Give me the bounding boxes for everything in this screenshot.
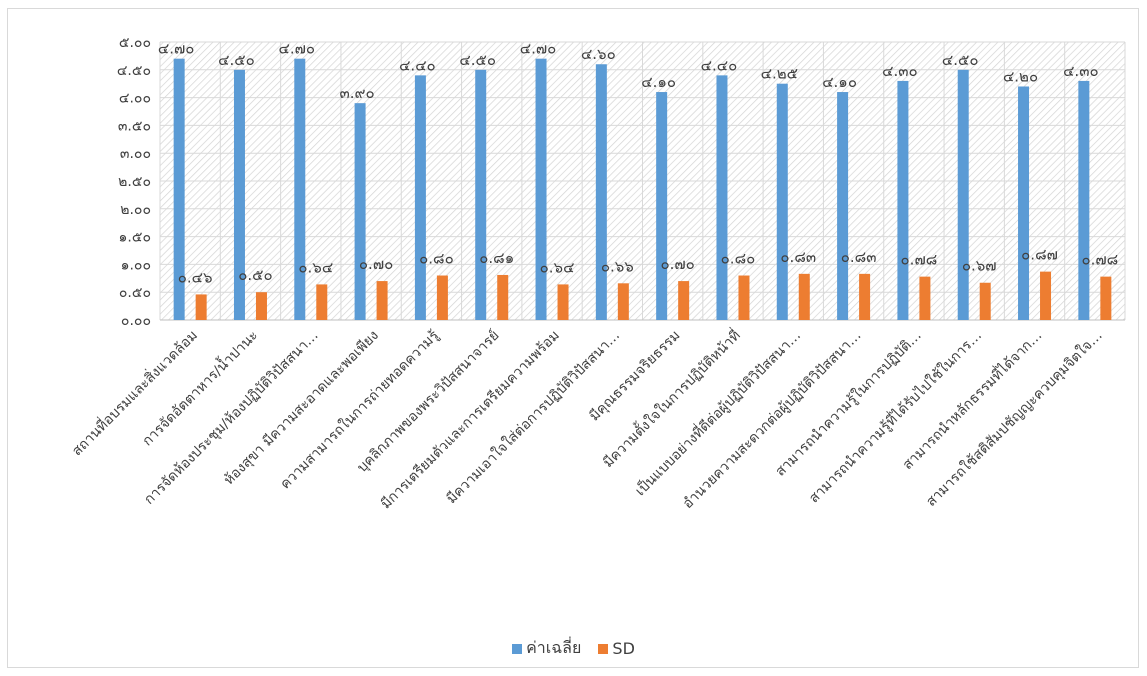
data-label: ๐.๖๔ — [298, 258, 333, 276]
bar-mean[interactable] — [837, 92, 849, 320]
y-tick-label: ๒.๕๐ — [118, 174, 151, 190]
data-label: ๔.๖๐ — [581, 45, 616, 63]
legend-label-mean: ค่าเฉลี่ย — [526, 638, 582, 657]
y-tick-label: ๑.๕๐ — [119, 230, 151, 246]
legend-item-sd[interactable]: SD — [598, 639, 635, 658]
data-label: ๐.๗๘ — [1081, 251, 1118, 269]
data-label: ๔.๕๐ — [459, 51, 496, 69]
y-tick-label: ๒.๐๐ — [120, 202, 151, 218]
bar-mean[interactable] — [656, 92, 668, 320]
y-tick-label: ๐.๐๐ — [121, 313, 151, 329]
legend-swatch-mean — [512, 643, 523, 654]
bar-sd[interactable] — [979, 282, 991, 320]
y-tick-label: ๔.๐๐ — [119, 91, 151, 107]
bar-sd[interactable] — [195, 294, 207, 320]
bar-mean[interactable] — [716, 75, 728, 320]
data-label: ๔.๒๐ — [1003, 67, 1038, 85]
data-label: ๐.๘๓ — [780, 248, 816, 266]
bar-mean[interactable] — [957, 69, 969, 320]
bar-sd[interactable] — [678, 281, 690, 320]
data-label: ๐.๘๗ — [1021, 246, 1058, 264]
bar-sd[interactable] — [738, 275, 750, 320]
x-tick-label: การจัดอัตตาหาร/น้ำปานะ — [137, 325, 261, 449]
y-tick-label: ๓.๐๐ — [120, 146, 151, 162]
data-label: ๐.๘๓ — [841, 248, 877, 266]
bar-mean[interactable] — [535, 58, 547, 321]
legend-swatch-sd — [598, 643, 609, 654]
data-labels: ๔.๗๐๔.๕๐ ๔.๗๐๓.๙๐ ๔.๔๐ ๔.๕๐ ๔.๗๐ ๔.๖๐๔.๑๐ ๔.๔๐… — [158, 40, 1118, 287]
y-tick-label: ๔.๕๐ — [117, 63, 151, 79]
data-label: ๐.๘๑ — [479, 249, 514, 267]
data-label: ๐.๘๐ — [419, 250, 454, 268]
bar-sd[interactable] — [255, 292, 267, 320]
y-tick-label: ๓.๕๐ — [118, 118, 151, 134]
bar-mean[interactable] — [1078, 80, 1090, 320]
data-label: ๔.๓๐ — [882, 62, 918, 80]
data-label: ๐.๘๐ — [721, 250, 756, 268]
legend: ค่าเฉลี่ย SD — [0, 636, 1147, 661]
bars — [173, 58, 1112, 321]
bar-mean[interactable] — [897, 80, 909, 320]
bar-sd[interactable] — [376, 281, 388, 320]
bar-mean[interactable] — [233, 69, 245, 320]
data-label: ๐.๕๐ — [238, 266, 272, 284]
data-label: ๔.๒๕ — [761, 65, 798, 83]
data-label: ๐.๔๖ — [178, 268, 213, 286]
bar-mean[interactable] — [776, 83, 788, 320]
bar-sd[interactable] — [1040, 271, 1052, 320]
bar-mean[interactable] — [294, 58, 306, 321]
data-label: ๐.๖๗ — [962, 257, 997, 275]
bar-sd[interactable] — [316, 284, 328, 320]
bar-mean[interactable] — [414, 75, 426, 320]
bar-sd[interactable] — [1100, 276, 1112, 320]
data-label: ๔.๑๐ — [822, 73, 857, 91]
data-label: ๔.๗๐ — [520, 40, 557, 58]
bar-mean[interactable] — [475, 69, 487, 320]
y-tick-label: ๕.๐๐ — [119, 35, 151, 51]
y-tick-label: ๐.๕๐ — [119, 285, 151, 301]
bar-mean[interactable] — [1018, 86, 1030, 320]
x-axis: สถานที่อบรมและสิ่งแวดล้อมการจัดอัตตาหาร/… — [68, 325, 1106, 512]
data-label: ๔.๕๐ — [218, 51, 255, 69]
bar-mean[interactable] — [354, 103, 366, 320]
data-label: ๔.๕๐ — [942, 51, 979, 69]
data-label: ๓.๙๐ — [340, 84, 375, 102]
x-tick-label: สถานที่อบรมและสิ่งแวดล้อม — [68, 326, 201, 459]
data-label: ๐.๗๐ — [660, 255, 694, 273]
legend-item-mean[interactable]: ค่าเฉลี่ย — [512, 636, 581, 661]
data-label: ๔.๔๐ — [399, 56, 436, 74]
bar-sd[interactable] — [798, 273, 810, 320]
y-tick-label: ๑.๐๐ — [121, 257, 151, 273]
data-label: ๔.๗๐ — [158, 40, 195, 58]
data-label: ๔.๗๐ — [279, 40, 316, 58]
data-label: ๔.๓๐ — [1063, 62, 1099, 80]
data-label: ๔.๑๐ — [641, 73, 676, 91]
bar-sd[interactable] — [859, 273, 871, 320]
bar-sd[interactable] — [557, 284, 569, 320]
bar-sd[interactable] — [919, 276, 931, 320]
bar-mean[interactable] — [595, 64, 607, 321]
bar-sd[interactable] — [617, 283, 629, 320]
bar-mean[interactable] — [173, 58, 185, 321]
data-label: ๐.๗๐ — [359, 255, 393, 273]
bar-sd[interactable] — [436, 275, 448, 320]
bar-sd[interactable] — [497, 274, 509, 320]
legend-label-sd: SD — [612, 639, 635, 658]
data-label: ๐.๖๖ — [601, 257, 634, 275]
data-label: ๔.๔๐ — [701, 56, 738, 74]
data-label: ๐.๗๘ — [901, 251, 938, 269]
data-label: ๐.๖๔ — [540, 258, 575, 276]
